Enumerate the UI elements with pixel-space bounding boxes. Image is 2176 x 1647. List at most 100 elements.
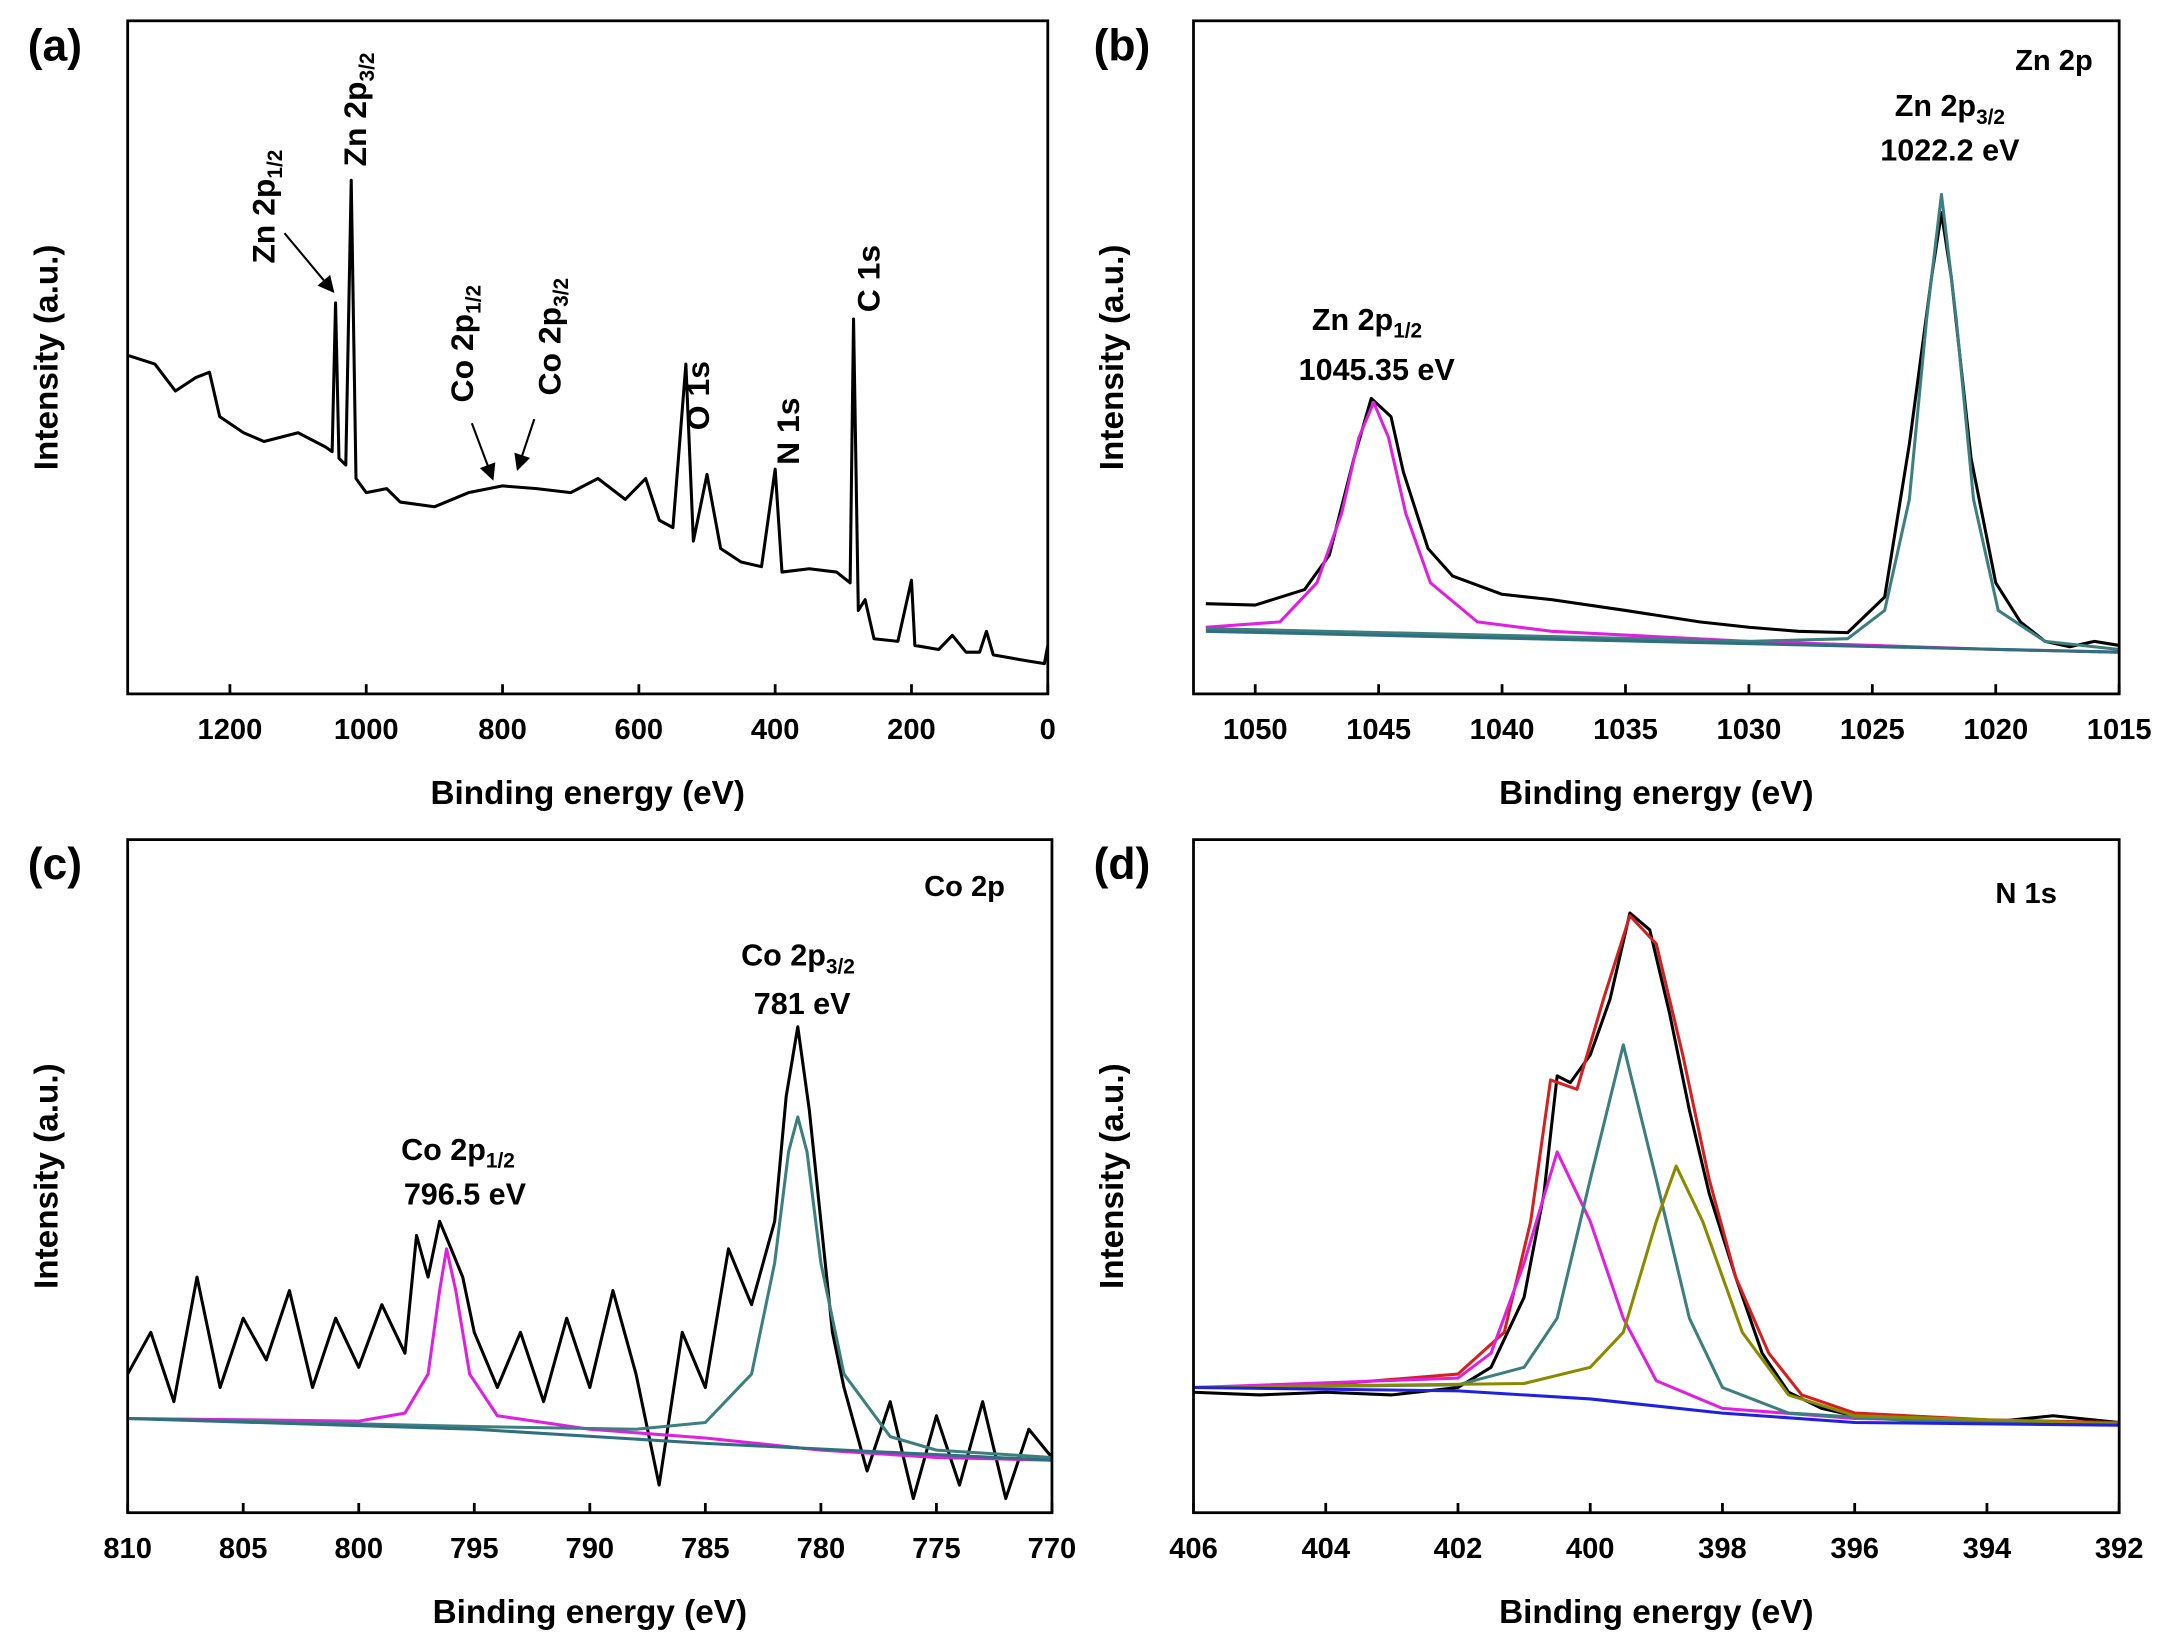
spectrum-line (1193, 1164, 2120, 1426)
peak-annotation: O 1s (680, 361, 716, 430)
x-tick-label: 1040 (1470, 714, 1535, 746)
x-tick-label: 1030 (1717, 714, 1782, 746)
annotation-text: Co 2p (532, 307, 568, 396)
annotation-text: O 1s (680, 361, 716, 430)
peak-annotation: Zn 2p1/2 (1312, 303, 1422, 342)
plot-frame (1192, 838, 2121, 1515)
spectrum-line (1205, 211, 2120, 649)
x-tick-label: 392 (2095, 1533, 2144, 1565)
annotation-subscript: 3/2 (355, 53, 378, 82)
y-axis-label: Intensity (a.u.) (28, 1063, 65, 1289)
plot-area (127, 1025, 1052, 1501)
x-tick-label: 398 (1698, 1533, 1747, 1565)
peak-annotation: Zn 2p3/2 (337, 53, 378, 167)
plot-frame (1192, 19, 2121, 696)
annotation-subscript: 1/2 (264, 150, 287, 179)
x-tick-label: 1035 (1593, 714, 1658, 746)
x-tick-label: 1200 (198, 714, 263, 746)
panel-title: N 1s (1995, 878, 2057, 910)
panel-title: Zn 2p (2015, 45, 2093, 77)
peak-annotation: Co 2p3/2 (532, 278, 573, 396)
annotation-subscript: 3/2 (1976, 105, 2005, 128)
peak-annotation: Co 2p3/2 (741, 939, 855, 978)
annotation-text: Co 2p (741, 939, 826, 973)
annotation-text: Zn 2p (1312, 303, 1393, 337)
panel-label: (c) (28, 840, 82, 889)
x-tick-label: 1050 (1223, 714, 1288, 746)
x-tick-label: 1045 (1346, 714, 1411, 746)
x-tick-label: 785 (681, 1533, 730, 1565)
annotation-text: Zn 2p (1895, 89, 1976, 123)
x-tick-label: 0 (1040, 714, 1056, 746)
peak-annotation: Co 2p1/2 (444, 285, 485, 403)
annotation-subscript: 3/2 (550, 278, 573, 307)
spectrum-line (1205, 629, 2120, 654)
plot-frame (126, 838, 1054, 1515)
annotation-text: 781 eV (754, 987, 851, 1021)
peak-annotation: Zn 2p3/2 (1895, 89, 2005, 128)
x-tick-label: 1015 (2087, 714, 2152, 746)
plot-frame (126, 19, 1050, 696)
annotation-subscript: 1/2 (486, 1149, 515, 1172)
annotation-text: C 1s (851, 245, 887, 312)
arrow (283, 232, 335, 294)
x-tick-label: 404 (1301, 1533, 1350, 1565)
annotation-text: N 1s (770, 398, 806, 465)
x-tick-label: 775 (912, 1533, 961, 1565)
spectrum-line (1205, 192, 2120, 651)
x-tick-label: 400 (751, 714, 800, 746)
panel-label: (d) (1094, 840, 1151, 889)
x-tick-label: 406 (1169, 1533, 1218, 1565)
x-tick-label: 800 (478, 714, 527, 746)
peak-annotation: C 1s (851, 245, 887, 312)
annotation-subscript: 1/2 (462, 285, 485, 314)
annotation-subscript: 3/2 (826, 955, 855, 978)
x-tick-label: 200 (887, 714, 936, 746)
y-axis-label: Intensity (a.u.) (28, 245, 65, 471)
panels: 1200 1000 800 600 400 200 0 Binding energy (eV)… (28, 19, 2152, 1631)
annotation-text: Zn 2p (246, 179, 282, 264)
x-tick-label: 770 (1028, 1533, 1077, 1565)
arrow (514, 418, 536, 472)
x-axis-label: Binding energy (eV) (1499, 1594, 1814, 1631)
peak-annotation: Co 2p1/2 (401, 1133, 515, 1172)
x-tick-label: 1000 (334, 714, 399, 746)
x-tick-label: 394 (1963, 1533, 2012, 1565)
panel: 1200 1000 800 600 400 200 0 Binding energy (eV)… (28, 19, 1056, 812)
x-tick-label: 400 (1566, 1533, 1615, 1565)
spectrum-line (1193, 911, 2120, 1425)
x-axis-label: Binding energy (eV) (1499, 775, 1814, 812)
arrow (470, 422, 496, 481)
panel-label: (a) (28, 21, 82, 70)
y-axis-label: Intensity (a.u.) (1094, 245, 1131, 471)
x-tick-label: 800 (334, 1533, 383, 1565)
spectrum-line (1193, 1043, 2120, 1426)
annotation-subscript: 1/2 (1393, 319, 1422, 342)
annotation-text: 1022.2 eV (1880, 134, 2020, 168)
panel-label: (b) (1094, 21, 1151, 70)
spectrum-line (127, 1416, 1052, 1462)
plot-area (127, 178, 1048, 666)
annotation-text: Co 2p (444, 314, 480, 403)
x-tick-label: 795 (450, 1533, 499, 1565)
panel-title: Co 2p (924, 871, 1005, 903)
panel: 406 404 402 400 398 396 394 392 Binding energy (… (1094, 838, 2144, 1631)
peak-annotation: N 1s (770, 398, 806, 465)
x-tick-label: 600 (615, 714, 664, 746)
spectrum-line (127, 178, 1048, 666)
peak-annotation: 781 eV (754, 987, 851, 1021)
x-tick-label: 780 (797, 1533, 846, 1565)
peak-annotation: 796.5 eV (404, 1177, 527, 1211)
annotation-text: 1045.35 eV (1299, 353, 1456, 387)
x-tick-label: 790 (566, 1533, 615, 1565)
peak-annotation: 1022.2 eV (1880, 134, 2020, 168)
spectrum-line (1193, 914, 2120, 1425)
x-axis-label: Binding energy (eV) (433, 1594, 747, 1631)
annotation-text: Zn 2p (337, 81, 373, 166)
spectrum-line (127, 1115, 1052, 1460)
panel: 1050 1045 1040 1035 1030 1025 1020 1015 Binding … (1094, 19, 2152, 812)
plot-area (1205, 192, 2120, 654)
y-axis-label: Intensity (a.u.) (1094, 1063, 1131, 1289)
peak-annotation: Zn 2p1/2 (246, 150, 287, 264)
